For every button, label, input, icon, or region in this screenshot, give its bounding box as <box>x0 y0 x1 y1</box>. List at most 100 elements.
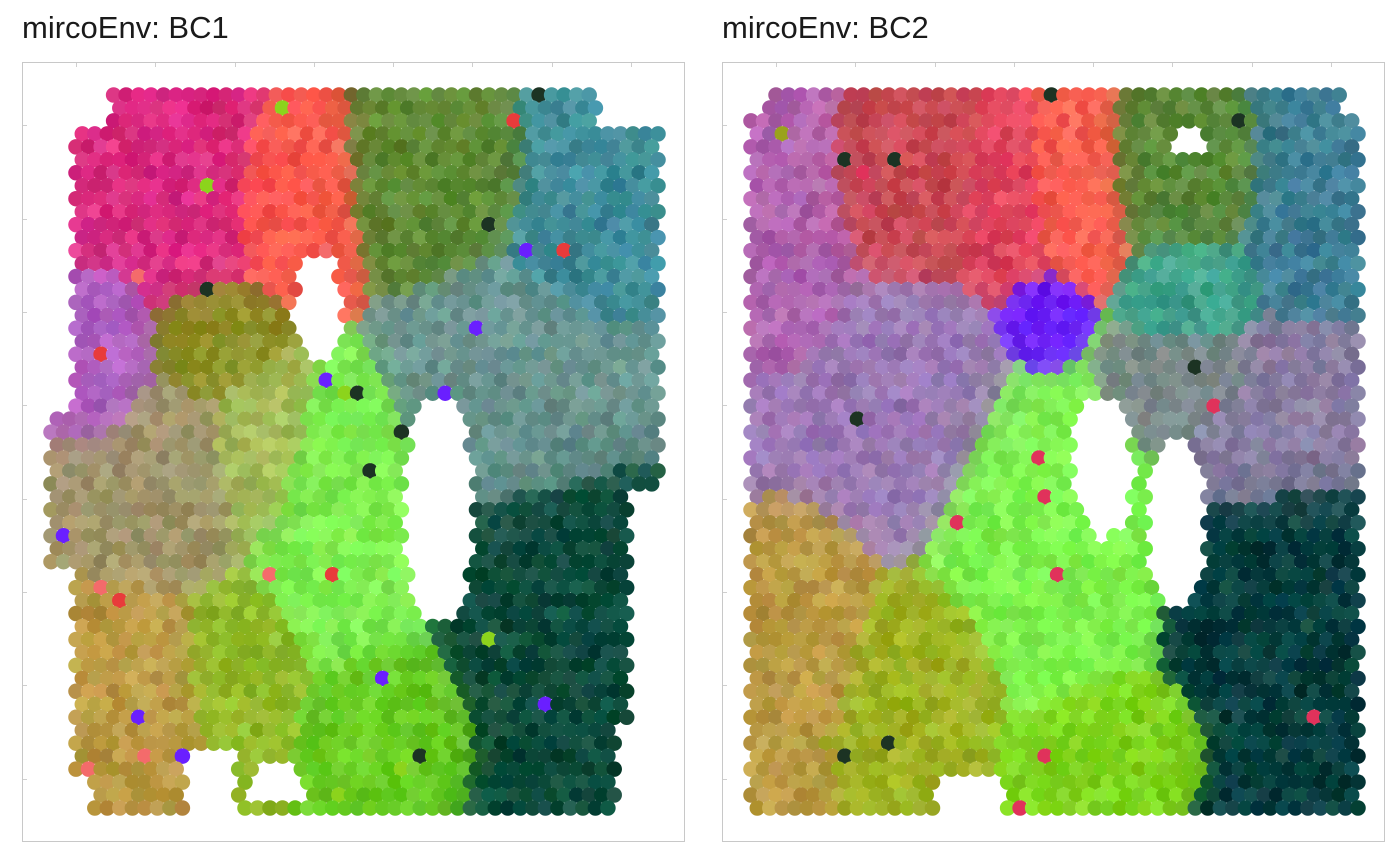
spot-point <box>399 748 416 764</box>
spot-point <box>412 307 428 324</box>
spot-point <box>637 463 654 479</box>
spot-point <box>343 424 360 440</box>
spot-point <box>1262 152 1279 168</box>
spot-point <box>112 618 128 635</box>
spot-point <box>518 242 535 259</box>
spot-point <box>837 177 853 194</box>
spot-point <box>593 553 610 570</box>
spot-point <box>1337 618 1354 635</box>
spot-point <box>475 800 491 816</box>
spot-point <box>812 644 828 661</box>
spot-point <box>837 670 853 687</box>
spot-point <box>1193 605 1210 622</box>
spot-point <box>387 515 403 531</box>
spot-point <box>899 177 916 194</box>
spot-point <box>625 411 641 427</box>
spot-point <box>543 268 560 285</box>
spot-point <box>887 540 903 557</box>
spot-point <box>368 216 385 233</box>
spot-point <box>1243 372 1260 388</box>
spot-point <box>956 87 972 103</box>
spot-point <box>99 670 116 687</box>
spot-point <box>512 748 529 764</box>
spot-point <box>1312 177 1329 194</box>
spot-point <box>1181 268 1197 285</box>
spot-point <box>1343 294 1360 311</box>
spot-point <box>137 592 153 609</box>
spot-point <box>1081 761 1097 777</box>
spot-point <box>168 216 184 233</box>
spot-point <box>556 242 572 259</box>
spot-point <box>130 165 147 181</box>
spot-point <box>149 385 166 401</box>
spot-point <box>862 748 878 764</box>
spot-point <box>743 190 759 207</box>
spot-point <box>1006 372 1022 388</box>
spot-point <box>1350 333 1366 350</box>
spot-point <box>212 255 228 272</box>
spot-point <box>1131 528 1147 544</box>
spot-point <box>868 476 884 492</box>
spot-point <box>193 528 209 544</box>
spot-point <box>1275 696 1291 713</box>
spot-point <box>1143 294 1160 311</box>
spot-point <box>162 515 178 531</box>
spot-point <box>799 385 816 401</box>
spot-point <box>281 216 297 233</box>
spot-point <box>431 735 447 751</box>
spot-point <box>593 320 610 337</box>
spot-point <box>1318 139 1335 155</box>
spot-point <box>306 787 322 803</box>
spot-point <box>274 100 291 116</box>
spot-point <box>1250 359 1266 375</box>
spot-point <box>349 437 366 453</box>
spot-point <box>743 787 759 803</box>
spot-point <box>899 618 916 635</box>
spot-point <box>1062 515 1078 531</box>
spot-point <box>506 502 522 518</box>
spot-point <box>774 177 791 194</box>
spot-point <box>349 385 366 401</box>
spot-point <box>262 281 278 298</box>
spot-point <box>575 618 591 635</box>
spot-point <box>299 618 316 635</box>
spot-point <box>837 411 853 427</box>
spot-point <box>1006 450 1022 466</box>
spot-point <box>562 722 579 738</box>
spot-point <box>1343 372 1360 388</box>
spot-point <box>987 618 1003 635</box>
spot-point <box>880 761 897 777</box>
spot-point <box>1287 722 1304 738</box>
spot-point <box>550 696 566 713</box>
spot-point <box>968 709 985 726</box>
spot-point <box>1112 670 1128 687</box>
spot-point <box>437 670 453 687</box>
spot-point <box>824 229 841 246</box>
spot-point <box>80 165 97 181</box>
spot-point <box>450 307 466 324</box>
spot-point <box>755 216 772 233</box>
spot-point <box>462 566 479 583</box>
spot-point <box>612 618 629 635</box>
spot-point <box>912 307 928 324</box>
spot-point <box>312 489 328 505</box>
spot-point <box>1237 696 1254 713</box>
spot-point <box>1112 592 1128 609</box>
spot-point <box>855 346 872 363</box>
spot-point <box>1281 294 1297 311</box>
spot-point <box>1056 346 1072 363</box>
spot-point <box>137 644 153 661</box>
spot-point <box>600 177 616 194</box>
spot-point <box>1293 528 1310 544</box>
spot-point <box>237 126 253 142</box>
spot-point <box>855 398 872 414</box>
spot-point <box>981 372 997 388</box>
spot-point <box>1225 437 1241 453</box>
spot-point <box>324 515 341 531</box>
spot-point <box>112 100 128 116</box>
spot-point <box>587 281 604 298</box>
spot-point <box>974 722 991 738</box>
spot-point <box>1018 657 1035 674</box>
spot-point <box>1212 696 1229 713</box>
spot-point <box>493 372 510 388</box>
